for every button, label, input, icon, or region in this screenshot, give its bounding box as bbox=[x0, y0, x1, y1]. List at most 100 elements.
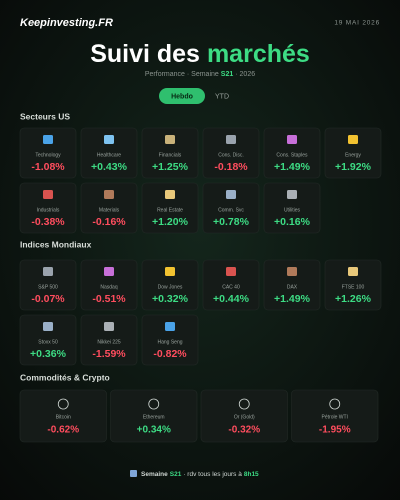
tile bbox=[263, 182, 321, 234]
tile bbox=[141, 259, 199, 311]
tile-change: -1.08% bbox=[31, 161, 65, 173]
tile-name: Stoxx 50 bbox=[38, 339, 58, 345]
tile-change: -1.59% bbox=[92, 348, 126, 360]
tile bbox=[80, 127, 138, 179]
tile-name: Hang Seng bbox=[157, 339, 182, 345]
tab[interactable]: Hebdo bbox=[171, 93, 193, 100]
date: 19 MAI 2026 bbox=[334, 20, 380, 27]
tile-change: +1.25% bbox=[152, 161, 189, 173]
tile bbox=[19, 314, 77, 366]
title: Suivi des marchés bbox=[90, 40, 310, 68]
tile-change: -0.18% bbox=[214, 161, 248, 173]
tile-change: +0.16% bbox=[274, 216, 311, 228]
tile-name: Healthcare bbox=[97, 152, 121, 158]
tile-icon bbox=[329, 398, 341, 410]
tile-change: -0.38% bbox=[31, 216, 65, 228]
tile-name: Pétrole WTI bbox=[322, 414, 348, 420]
logo: Keepinvesting.FR bbox=[20, 17, 113, 29]
tile-icon bbox=[104, 322, 114, 331]
tile-change: +0.78% bbox=[213, 216, 250, 228]
tile-name: Industrials bbox=[37, 207, 60, 213]
subtitle-week: S21 bbox=[221, 71, 234, 78]
tile-change: +1.49% bbox=[274, 293, 311, 305]
tile bbox=[19, 182, 77, 234]
tile-name: Financials bbox=[159, 152, 182, 158]
tile bbox=[141, 182, 199, 234]
tile bbox=[324, 259, 382, 311]
footer: Semaine S21 · rdv tous les jours à 8h15 bbox=[141, 471, 259, 478]
tile-name: Materials bbox=[99, 207, 120, 213]
tile-name: FTSE 100 bbox=[342, 284, 365, 290]
tile-name: Energy bbox=[345, 152, 361, 158]
tile-change: -0.07% bbox=[31, 293, 65, 305]
tile-icon bbox=[165, 135, 175, 144]
footer-part: · rdv tous les jours à bbox=[183, 471, 242, 478]
section-title: Indices Mondiaux bbox=[20, 239, 92, 249]
tile bbox=[291, 389, 379, 443]
tile bbox=[202, 182, 260, 234]
footer-part: Semaine bbox=[141, 471, 168, 478]
tile-icon bbox=[104, 190, 114, 199]
tile-name: Dow Jones bbox=[158, 284, 183, 290]
tile-name: DAX bbox=[287, 284, 298, 290]
section-title: Secteurs US bbox=[20, 111, 70, 121]
tile-name: Technology bbox=[35, 152, 61, 158]
tile-name: Utilities bbox=[284, 207, 301, 213]
tile-change: +0.36% bbox=[30, 348, 67, 360]
tile bbox=[202, 127, 260, 179]
tile-change: +1.92% bbox=[335, 161, 372, 173]
tile-icon bbox=[57, 398, 69, 410]
tile-change: -0.32% bbox=[228, 425, 260, 436]
tile-icon bbox=[104, 267, 114, 276]
tab[interactable]: YTD bbox=[215, 93, 229, 100]
tile-icon bbox=[43, 190, 53, 199]
tile-icon bbox=[165, 267, 175, 276]
tile-name: Real Estate bbox=[157, 207, 183, 213]
footer-icon bbox=[130, 470, 137, 477]
footer-time: 8h15 bbox=[244, 471, 259, 478]
tile bbox=[141, 127, 199, 179]
tile-change: +0.43% bbox=[91, 161, 128, 173]
tile-icon bbox=[165, 322, 175, 331]
tile bbox=[19, 389, 107, 443]
tile-icon bbox=[348, 135, 358, 144]
section-title: Commodités & Crypto bbox=[20, 372, 110, 382]
footer-week: S21 bbox=[170, 471, 182, 478]
tile-name: Cons. Staples bbox=[276, 152, 308, 158]
tile bbox=[141, 314, 199, 366]
subtitle: Performance · Semaine S21 · 2026 bbox=[145, 71, 255, 78]
tile-icon bbox=[348, 267, 358, 276]
tile bbox=[80, 259, 138, 311]
tile-name: Cons. Disc. bbox=[218, 152, 244, 158]
tile-change: -1.95% bbox=[319, 425, 351, 436]
tile-icon bbox=[238, 398, 250, 410]
tile-change: +0.32% bbox=[152, 293, 189, 305]
tile bbox=[324, 127, 382, 179]
tile bbox=[110, 389, 198, 443]
tile-icon bbox=[287, 267, 297, 276]
tile-change: -0.51% bbox=[92, 293, 126, 305]
subtitle-part: Performance · Semaine bbox=[145, 71, 219, 78]
tile bbox=[202, 259, 260, 311]
tile-name: S&P 500 bbox=[38, 284, 58, 290]
tile bbox=[263, 259, 321, 311]
tile-icon bbox=[148, 398, 160, 410]
tile-icon bbox=[287, 135, 297, 144]
tile bbox=[263, 127, 321, 179]
tile-name: Comm. Svc bbox=[218, 207, 244, 213]
tile-icon bbox=[43, 267, 53, 276]
tile-change: -0.16% bbox=[92, 216, 126, 228]
tile-icon bbox=[226, 267, 236, 276]
tile-icon bbox=[226, 190, 236, 199]
tile bbox=[80, 182, 138, 234]
tile-name: Nasdaq bbox=[100, 284, 117, 290]
title-part: Suivi des bbox=[90, 40, 200, 68]
tile bbox=[80, 314, 138, 366]
tile-icon bbox=[43, 135, 53, 144]
tile bbox=[19, 127, 77, 179]
tile-name: Bitcoin bbox=[56, 414, 71, 420]
tile-icon bbox=[226, 135, 236, 144]
tile-change: +1.20% bbox=[152, 216, 189, 228]
tab-active-bg[interactable] bbox=[159, 88, 205, 104]
